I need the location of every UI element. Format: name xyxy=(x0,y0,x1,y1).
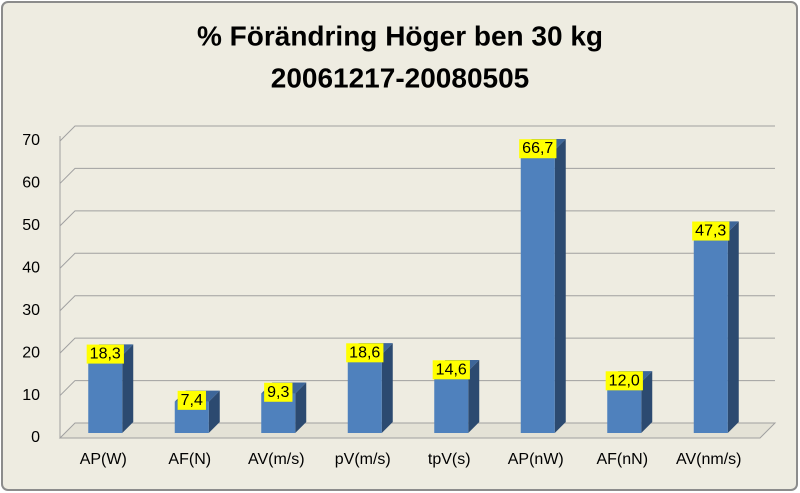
y-tick-label: 40 xyxy=(22,260,40,277)
y-tick-label: 20 xyxy=(22,344,40,361)
y-tick-label: 30 xyxy=(22,302,40,319)
bar-side xyxy=(295,382,307,433)
bar-side xyxy=(727,221,739,433)
y-tick-label: 60 xyxy=(22,175,40,192)
value-label: 12,0 xyxy=(609,372,640,389)
bar xyxy=(607,382,642,433)
x-tick-label: AF(N) xyxy=(168,451,211,468)
grid-line xyxy=(59,125,775,142)
x-tick-label: AP(W) xyxy=(80,451,127,468)
value-label: 18,6 xyxy=(349,344,380,361)
x-tick-label: AF(nN) xyxy=(596,451,648,468)
value-label-background xyxy=(86,344,124,364)
bar xyxy=(88,355,123,433)
y-tick-label: 50 xyxy=(22,217,40,234)
bar-side xyxy=(381,343,393,433)
bar xyxy=(520,150,555,433)
floor xyxy=(58,422,777,439)
bar-side xyxy=(122,344,134,433)
value-label: 9,3 xyxy=(267,384,289,401)
value-label-background xyxy=(432,360,470,380)
value-label-background xyxy=(264,382,293,402)
bar-side xyxy=(641,371,653,433)
bar xyxy=(693,232,728,433)
x-tick-label: AV(nm/s) xyxy=(676,451,741,468)
value-label-background xyxy=(177,390,206,410)
value-label: 66,7 xyxy=(522,140,553,157)
x-tick-label: AP(nW) xyxy=(508,451,564,468)
value-label: 18,3 xyxy=(90,346,121,363)
bar-side xyxy=(554,139,566,433)
y-tick-label: 0 xyxy=(31,429,40,446)
value-label-background xyxy=(346,343,384,363)
value-label-background xyxy=(519,139,557,159)
y-tick-label: 70 xyxy=(22,132,40,149)
chart-title: % Förändring Höger ben 30 kg xyxy=(197,20,603,51)
bar xyxy=(434,371,469,433)
value-label: 14,6 xyxy=(436,361,467,378)
y-tick-label: 10 xyxy=(22,387,40,404)
chart-subtitle: 20061217-20080505 xyxy=(271,62,529,93)
x-tick-label: tpV(s) xyxy=(428,451,471,468)
value-label: 7,4 xyxy=(181,392,203,409)
value-label-background xyxy=(605,371,643,391)
value-label: 47,3 xyxy=(695,223,726,240)
x-tick-label: AV(m/s) xyxy=(248,451,305,468)
value-label-background xyxy=(692,221,730,241)
bar-side xyxy=(468,360,480,433)
bar-side xyxy=(208,390,220,433)
bar xyxy=(347,354,382,433)
x-tick-label: pV(m/s) xyxy=(335,451,391,468)
